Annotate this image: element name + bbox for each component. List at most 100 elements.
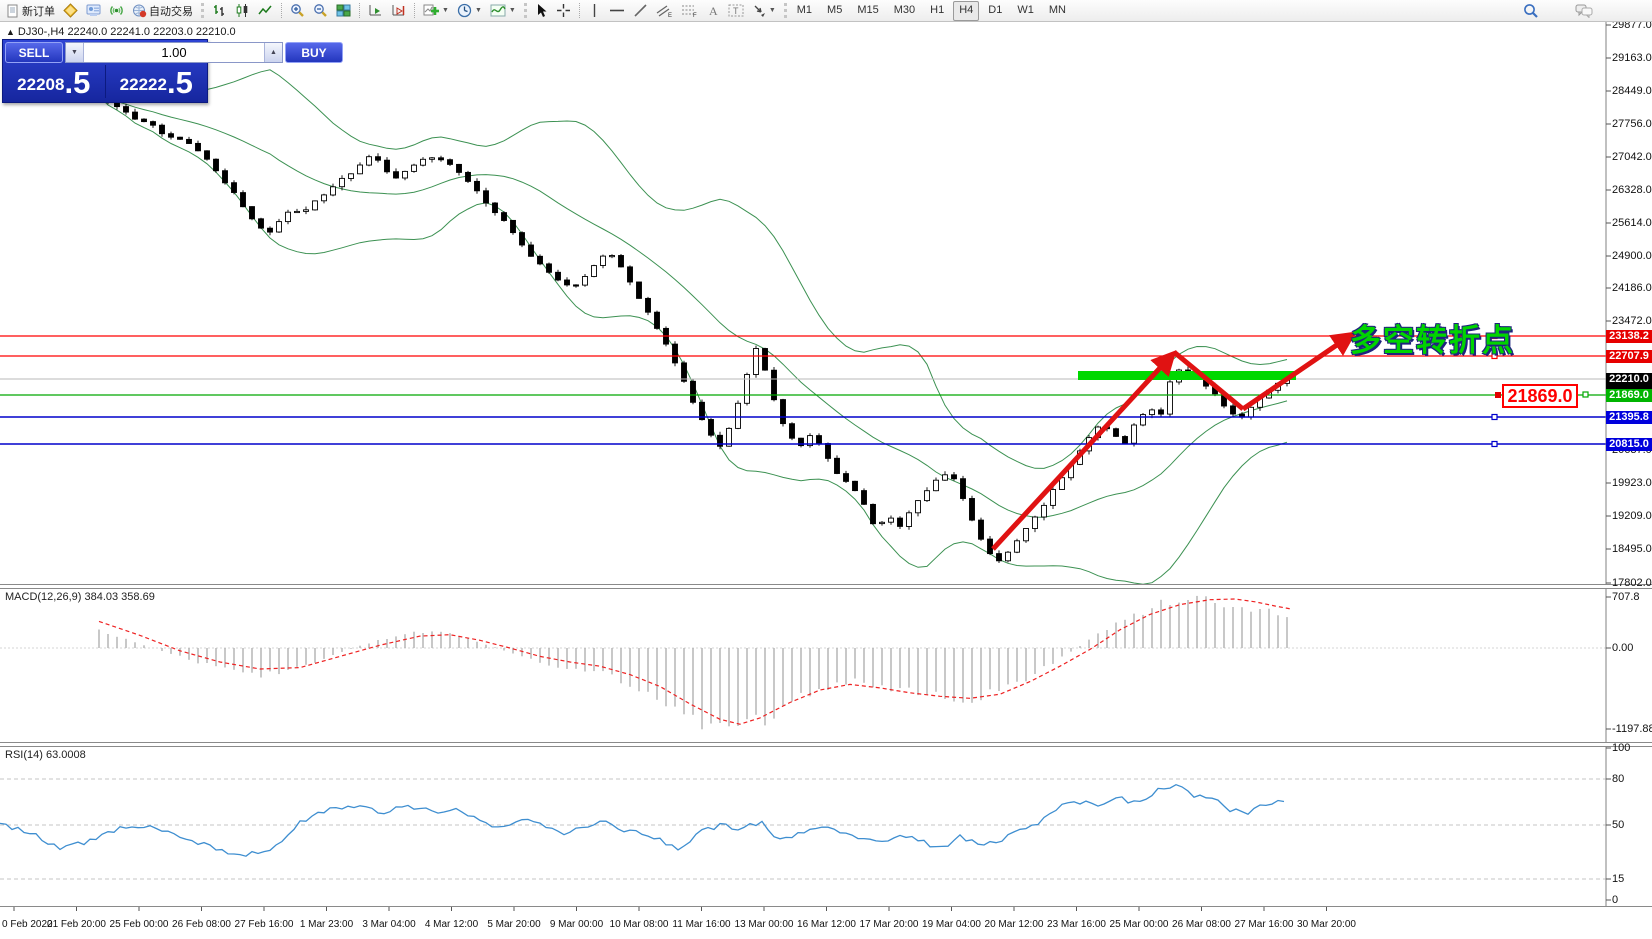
time-axis-label: 11 Mar 16:00 xyxy=(672,919,731,930)
diamond-icon xyxy=(63,3,78,18)
toolbar-separator xyxy=(359,3,360,18)
indicators-button[interactable]: ▼ xyxy=(486,1,520,21)
price-axis-tick: 23472.0 xyxy=(1612,315,1652,327)
macd-axis-tick: 0.00 xyxy=(1612,642,1634,654)
time-axis-label: 25 Mar 00:00 xyxy=(1109,919,1169,930)
sell-price-main: 22208 xyxy=(17,75,65,94)
rsi-axis-tick: 80 xyxy=(1612,773,1625,785)
horizontal-line-button[interactable] xyxy=(605,1,629,21)
line-chart-icon xyxy=(258,5,272,15)
trendline-icon xyxy=(634,4,647,17)
toolbar-separator xyxy=(578,3,580,18)
text-label-button[interactable]: T xyxy=(724,1,748,21)
cursor-button[interactable] xyxy=(531,1,552,21)
time-axis-label: 3 Mar 04:00 xyxy=(362,919,416,930)
zoom-out-icon xyxy=(314,4,327,17)
text-label-icon: T xyxy=(728,4,744,17)
volume-stepper: ▼ ▲ xyxy=(65,42,283,63)
auto-trading-button[interactable]: 自动交易 xyxy=(128,1,197,21)
price-axis-tick: 26328.0 xyxy=(1612,184,1652,196)
volume-input[interactable] xyxy=(84,43,264,62)
timeframe-button-M5[interactable]: M5 xyxy=(827,3,843,16)
time-axis-label: 0 Feb 2020 xyxy=(2,919,53,930)
tile-windows-button[interactable] xyxy=(332,1,355,21)
price-level-chip: 21395.8 xyxy=(1606,410,1652,424)
sell-button[interactable]: SELL xyxy=(5,42,63,63)
search-icon xyxy=(1524,3,1538,18)
text-button[interactable]: A xyxy=(702,1,724,21)
buy-button[interactable]: BUY xyxy=(285,42,343,63)
crosshair-icon xyxy=(556,4,570,17)
chart-shift-button[interactable] xyxy=(387,1,410,21)
crosshair-button[interactable] xyxy=(552,1,575,21)
timeframe-button-M1[interactable]: M1 xyxy=(796,3,813,16)
rsi-axis-tick: 100 xyxy=(1612,742,1631,754)
periods-button[interactable]: ▼ xyxy=(453,1,486,21)
auto-scroll-button[interactable] xyxy=(364,1,387,21)
timeframe-button-MN[interactable]: MN xyxy=(1048,3,1066,16)
time-axis-label: 20 Mar 12:00 xyxy=(984,919,1044,930)
rsi-axis-tick: 50 xyxy=(1612,819,1625,831)
market-watch-button[interactable] xyxy=(59,1,82,21)
horizontal-line-icon xyxy=(609,9,624,12)
fibonacci-button[interactable]: F xyxy=(677,1,702,21)
price-axis-tick: 19923.0 xyxy=(1612,477,1652,489)
chat-button[interactable] xyxy=(1571,1,1597,21)
new-order-button[interactable]: 新订单 xyxy=(3,1,59,21)
buy-price[interactable]: 22222.5 xyxy=(104,65,208,98)
vertical-line-button[interactable] xyxy=(584,1,605,21)
time-axis-label: 16 Mar 12:00 xyxy=(797,919,856,930)
timeframe-button-D1[interactable]: D1 xyxy=(988,3,1003,16)
new-chart-icon xyxy=(423,4,439,16)
signal-icon xyxy=(110,6,123,15)
zoom-out-button[interactable] xyxy=(309,1,332,21)
zoom-in-button[interactable] xyxy=(286,1,309,21)
macd-axis-tick: 707.8 xyxy=(1612,591,1640,603)
time-axis-label: 30 Mar 20:00 xyxy=(1297,919,1356,930)
time-axis-label: 27 Mar 16:00 xyxy=(1234,919,1294,930)
tile-windows-icon xyxy=(336,4,351,17)
volume-decrease-button[interactable]: ▼ xyxy=(66,43,84,62)
timeframe-button-W1[interactable]: W1 xyxy=(1017,3,1034,16)
main-macd-separator[interactable] xyxy=(0,584,1652,589)
sell-price[interactable]: 22208.5 xyxy=(3,65,105,98)
price-axis-tick: 24900.0 xyxy=(1612,250,1652,262)
buy-price-main: 22222 xyxy=(119,75,167,94)
text-icon: A xyxy=(709,4,718,18)
svg-text:T: T xyxy=(733,6,739,16)
timeframe-button-H1[interactable]: H1 xyxy=(930,3,945,16)
equidistant-channel-icon: E xyxy=(656,5,672,18)
equidistant-channel-button[interactable]: E xyxy=(652,1,677,21)
new-chart-button[interactable]: ▼ xyxy=(419,1,453,21)
timeframe-button-M15[interactable]: M15 xyxy=(857,3,879,16)
sell-price-pips: .5 xyxy=(64,65,91,100)
trendline-button[interactable] xyxy=(629,1,652,21)
cursor-icon xyxy=(537,4,547,17)
volume-increase-button[interactable]: ▲ xyxy=(264,43,282,62)
svg-text:A: A xyxy=(709,4,718,18)
auto-trading-label: 自动交易 xyxy=(149,5,193,18)
candlestick-chart-button[interactable] xyxy=(231,1,254,21)
svg-text:E: E xyxy=(668,13,672,18)
timeframe-button-M30[interactable]: M30 xyxy=(893,3,916,16)
chart-shift-icon xyxy=(392,5,405,16)
signals-button[interactable] xyxy=(105,1,128,21)
time-axis-label: 26 Mar 08:00 xyxy=(1172,919,1231,930)
bar-chart-button[interactable] xyxy=(208,1,231,21)
price-level-chip: 23138.2 xyxy=(1606,329,1652,343)
symbol-ohlc-text: DJ30-,H4 22240.0 22241.0 22203.0 22210.0 xyxy=(17,26,236,38)
timeframe-button-H4[interactable]: H4 xyxy=(953,0,980,21)
arrows-button[interactable]: ▼ xyxy=(748,1,780,21)
main-toolbar: 新订单 自动交易 ▼ ▼ xyxy=(0,0,1652,22)
toolbar-grip xyxy=(783,3,787,18)
price-axis-tick: 27756.0 xyxy=(1612,118,1652,130)
time-axis-label: 25 Feb 00:00 xyxy=(109,919,169,930)
line-chart-button[interactable] xyxy=(254,1,277,21)
price-axis-tick: 29163.0 xyxy=(1612,52,1652,64)
toolbar-separator xyxy=(281,3,282,18)
macd-rsi-separator[interactable] xyxy=(0,742,1652,747)
timeframe-group: M1 M5 M15 M30 H1 H4 D1 W1 MN xyxy=(791,0,1072,21)
profile-button[interactable] xyxy=(82,1,105,21)
search-button[interactable] xyxy=(1519,1,1543,21)
